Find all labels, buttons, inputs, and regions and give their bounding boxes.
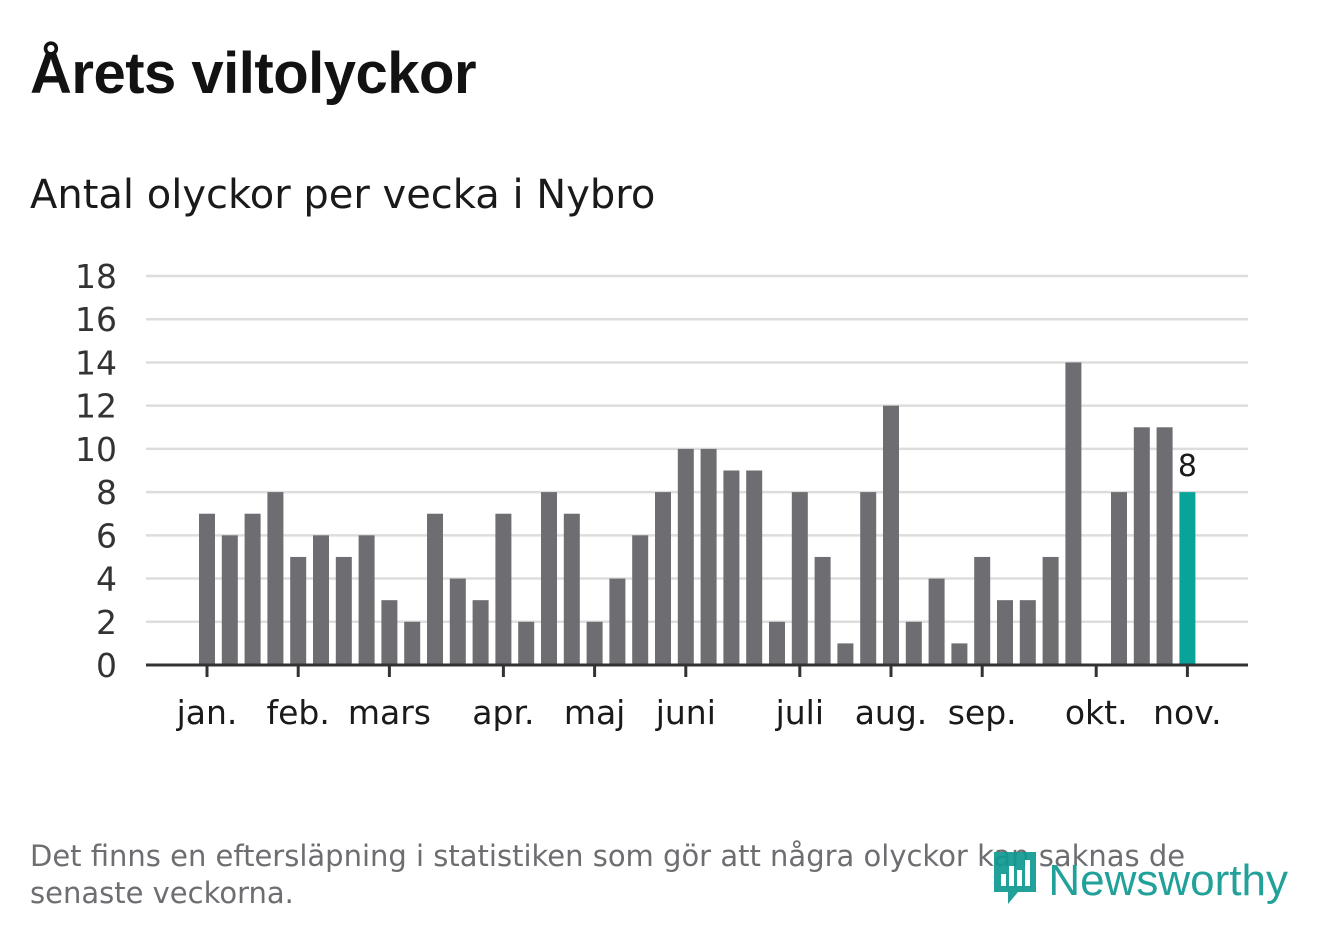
- bar: [404, 621, 421, 665]
- bar: [495, 513, 512, 665]
- bar: [769, 621, 785, 665]
- bar: [586, 621, 603, 665]
- bar: [974, 556, 991, 665]
- data-labels: 8: [1178, 449, 1197, 484]
- bar: [313, 535, 329, 665]
- x-tick-label: apr.: [472, 693, 534, 732]
- chart-subtitle: Antal olyckor per vecka i Nybro: [30, 172, 656, 218]
- bar: [381, 600, 398, 665]
- bar: [928, 578, 945, 665]
- x-tick-label: mars: [348, 693, 431, 732]
- bar: [472, 600, 489, 665]
- y-tick-label: 4: [96, 560, 117, 599]
- bar: [723, 470, 740, 665]
- data-label: 8: [1178, 449, 1197, 484]
- y-tick-label: 12: [75, 387, 117, 426]
- bar: [1019, 600, 1036, 665]
- bar: [427, 513, 443, 665]
- y-tick-label: 14: [75, 343, 117, 382]
- bar: [814, 556, 831, 665]
- bar: [541, 492, 557, 665]
- footnote: Det finns en eftersläpning i statistiken…: [30, 839, 1186, 910]
- x-tick-label: juni: [655, 693, 716, 732]
- bar: [655, 492, 671, 665]
- x-axis: [146, 663, 1248, 677]
- y-tick-label: 2: [96, 603, 117, 642]
- bar: [199, 513, 215, 665]
- x-tick-label: maj: [564, 693, 626, 732]
- bar: [563, 513, 580, 665]
- grid-lines: [146, 274, 1248, 624]
- bar: [358, 535, 375, 665]
- bar: [1179, 492, 1196, 665]
- bar: [518, 621, 535, 665]
- chart-title: Årets viltolyckor: [30, 41, 477, 106]
- bar: [632, 535, 649, 665]
- x-tick-label: aug.: [855, 693, 928, 732]
- bar: [677, 448, 694, 665]
- bar: [1042, 556, 1059, 665]
- x-tick-label: nov.: [1153, 693, 1222, 732]
- x-tick-label: juli: [775, 693, 824, 732]
- bar: [244, 513, 261, 665]
- y-tick-label: 16: [75, 300, 117, 339]
- bar: [1133, 427, 1150, 665]
- bar: [221, 535, 238, 665]
- bar: [609, 578, 626, 665]
- x-tick-label: okt.: [1065, 693, 1128, 732]
- bar: [951, 643, 968, 665]
- bar: [267, 492, 284, 665]
- bar: [837, 643, 854, 665]
- x-tick-labels: jan. feb. mars apr. maj juni juli aug. sep. okt. n…: [176, 693, 1222, 732]
- bar: [905, 621, 922, 665]
- bar: [290, 556, 307, 665]
- x-tick-label: sep.: [948, 693, 1017, 732]
- bar: [1156, 427, 1173, 665]
- brand-logo: Newsworthy: [990, 848, 1288, 914]
- y-tick-label: 6: [96, 516, 117, 555]
- bar: [860, 492, 877, 665]
- newsworthy-logo-icon: [990, 848, 1040, 914]
- bar: [883, 405, 899, 665]
- bars: [199, 362, 1196, 665]
- x-tick-label: jan.: [176, 693, 238, 732]
- bar: [1065, 362, 1082, 665]
- bar: [746, 470, 763, 665]
- y-tick-label: 0: [96, 646, 117, 685]
- y-tick-label: 10: [75, 430, 117, 469]
- bar: [335, 556, 352, 665]
- bar: [791, 492, 808, 665]
- y-tick-labels: 0 2 4 6 8 10 12 14 16 18: [75, 257, 117, 685]
- bar: [1111, 492, 1127, 665]
- brand-name: Newsworthy: [1048, 856, 1288, 905]
- bar: [449, 578, 466, 665]
- x-tick-label: feb.: [267, 693, 330, 732]
- y-tick-label: 18: [75, 257, 117, 296]
- y-tick-label: 8: [96, 473, 117, 512]
- bar: [700, 448, 717, 665]
- bar: [997, 600, 1013, 665]
